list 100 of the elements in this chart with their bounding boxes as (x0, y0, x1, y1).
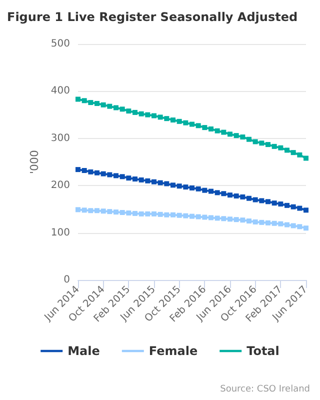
point (126, 210, 132, 216)
point (208, 126, 214, 132)
point (138, 211, 144, 216)
point (107, 209, 112, 214)
point (76, 207, 80, 212)
point (170, 117, 176, 122)
legend-label: Total (246, 344, 280, 358)
point (234, 133, 239, 138)
legend-label: Male (68, 344, 100, 358)
y-tick-label: 500 (50, 38, 70, 50)
point (214, 128, 220, 134)
point (202, 188, 208, 193)
point (221, 191, 226, 196)
point (228, 192, 232, 198)
point (278, 202, 284, 207)
point (176, 184, 182, 189)
point (290, 150, 296, 156)
point (164, 116, 170, 122)
point (82, 168, 87, 173)
point (284, 202, 290, 208)
point (82, 98, 87, 104)
point (196, 123, 201, 128)
y-axis-title: '000 (28, 150, 42, 174)
point (259, 220, 264, 225)
point (76, 167, 80, 172)
point (208, 188, 214, 194)
point (297, 152, 302, 158)
point (278, 145, 284, 150)
point (214, 190, 220, 196)
chart-title: Figure 1 Live Register Seasonally Adjusted (7, 10, 298, 24)
point (272, 220, 277, 226)
point (246, 136, 252, 142)
point (240, 218, 246, 223)
point (164, 212, 170, 218)
point (145, 112, 150, 118)
point (176, 212, 182, 218)
source-note: Source: CSO Ireland (220, 384, 310, 394)
point (152, 179, 156, 184)
y-tick-label: 400 (50, 86, 70, 97)
point (158, 114, 163, 120)
point (183, 120, 188, 126)
point (126, 108, 132, 114)
point (290, 204, 296, 210)
point (297, 224, 302, 230)
point (202, 125, 208, 130)
point (259, 140, 264, 146)
point (221, 130, 226, 135)
point (252, 139, 258, 144)
point (120, 174, 125, 180)
point (190, 185, 194, 190)
point (114, 210, 118, 215)
point (120, 210, 125, 216)
point (190, 122, 194, 127)
point (94, 208, 100, 214)
y-tick-label: 200 (50, 180, 70, 192)
legend-label: Female (148, 344, 198, 358)
point (214, 216, 220, 221)
point (284, 222, 290, 228)
point (176, 118, 182, 124)
point (152, 113, 156, 118)
point (259, 198, 264, 204)
y-tick-label: 300 (50, 132, 70, 144)
point (158, 180, 163, 186)
point (126, 176, 132, 181)
point (208, 215, 214, 220)
point (120, 106, 125, 112)
point (145, 211, 150, 216)
point (170, 212, 176, 218)
point (246, 196, 252, 201)
point (234, 193, 239, 198)
point (100, 171, 106, 176)
point (202, 214, 208, 220)
point (266, 199, 270, 204)
point (272, 144, 277, 149)
point (278, 221, 284, 226)
point (114, 173, 118, 178)
point (164, 181, 170, 186)
point (221, 216, 226, 222)
point (196, 214, 201, 220)
point (284, 148, 290, 153)
point (107, 172, 112, 178)
point (138, 177, 144, 182)
point (158, 212, 163, 217)
point (228, 132, 232, 137)
point (183, 184, 188, 190)
point (290, 223, 296, 228)
point (228, 216, 232, 222)
point (170, 182, 176, 188)
point (114, 105, 118, 110)
point (76, 96, 80, 102)
point (183, 213, 188, 218)
point (88, 100, 94, 106)
point (88, 208, 94, 214)
point (82, 208, 87, 213)
point (304, 208, 308, 213)
y-tick-label: 100 (50, 227, 70, 238)
point (252, 219, 258, 224)
point (246, 218, 252, 224)
point (304, 226, 308, 231)
point (196, 186, 201, 192)
